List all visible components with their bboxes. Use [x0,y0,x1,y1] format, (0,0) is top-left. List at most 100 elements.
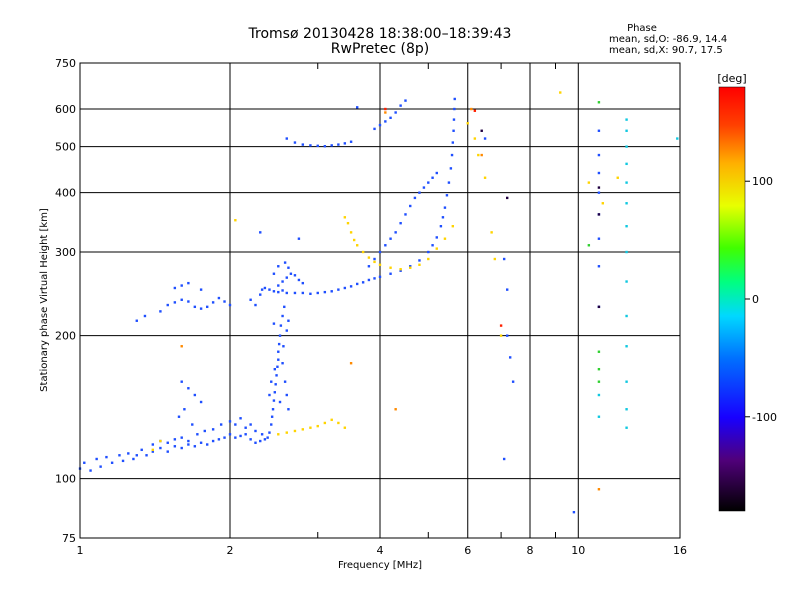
data-point [422,186,426,189]
data-point [490,231,493,234]
data-point [361,281,365,284]
data-point [625,250,628,254]
data-point [193,445,197,448]
data-point [249,298,252,301]
data-point [373,257,376,261]
data-point [159,446,162,450]
data-point [435,171,438,175]
data-point [187,439,190,443]
data-point [283,261,287,264]
data-point [223,300,226,303]
data-point [505,334,509,337]
data-point [346,221,350,225]
data-point [254,429,257,433]
data-point [180,284,183,287]
data-point [183,408,186,411]
data-point [278,334,282,337]
data-point [418,263,421,266]
data-point [378,123,382,127]
data-point [239,434,242,438]
data-point [323,421,327,425]
data-point [394,111,397,114]
data-point [453,97,456,101]
data-point [309,292,312,296]
data-points-layer [78,91,679,514]
data-point [597,191,601,194]
data-point [173,445,177,448]
data-point [601,202,605,205]
data-point [268,393,271,397]
y-tick-label: 200 [55,330,76,343]
data-point [597,350,601,353]
data-point [274,383,277,386]
data-point [187,387,190,390]
data-point [452,129,455,132]
data-point [323,290,327,294]
data-point [394,408,397,411]
data-point [223,436,226,439]
data-point [477,153,480,157]
data-point [219,423,223,426]
data-point [389,266,392,269]
data-point [343,286,347,290]
data-point [330,144,333,147]
data-point [384,111,387,114]
data-point [270,423,273,426]
data-point [418,191,421,194]
data-point [413,196,417,200]
data-point [191,423,194,426]
data-point [309,144,312,147]
data-point [399,221,402,225]
data-point [625,380,628,383]
data-point [285,393,288,397]
data-point [427,250,430,254]
data-point [367,265,371,268]
data-point [272,322,276,325]
data-point [278,400,282,404]
data-point [234,219,237,222]
data-point [166,441,169,444]
colorbar-tick-label: 0 [752,293,759,306]
data-point [330,418,333,422]
data-point [399,268,402,271]
phase-stats-x: mean, sd,X: 90.7, 17.5 [609,45,723,56]
data-point [451,141,455,144]
data-point [281,280,284,283]
data-point [330,290,333,293]
data-point [281,289,284,292]
data-point [483,176,487,179]
data-point [266,436,269,439]
data-point [384,244,387,247]
data-point [559,91,562,94]
chart-title: Tromsø 20130428 18:38:00–18:39:43 [248,26,512,42]
data-point [211,301,215,304]
data-point [435,247,438,250]
data-point [301,291,305,295]
data-point [281,314,284,318]
data-point [83,461,86,464]
data-point [625,408,628,411]
data-point [499,324,503,327]
y-tick-label: 100 [55,473,76,486]
data-point [355,244,359,247]
data-point [323,145,327,148]
data-point [337,421,340,425]
x-tick-label: 10 [571,544,585,557]
data-point [389,237,392,240]
data-point [483,137,487,140]
data-point [316,424,319,428]
data-point [285,276,288,279]
data-point [166,303,169,307]
data-point [293,429,297,433]
data-point [337,143,340,146]
x-tick-label: 6 [464,544,471,557]
data-point [352,238,356,242]
data-point [309,426,312,429]
data-point [268,288,271,291]
colorbar-tick-label: 100 [752,175,773,188]
data-point [384,107,387,111]
data-point [384,120,387,123]
x-tick-label: 4 [377,544,384,557]
data-point [453,107,456,111]
data-point [277,358,280,361]
